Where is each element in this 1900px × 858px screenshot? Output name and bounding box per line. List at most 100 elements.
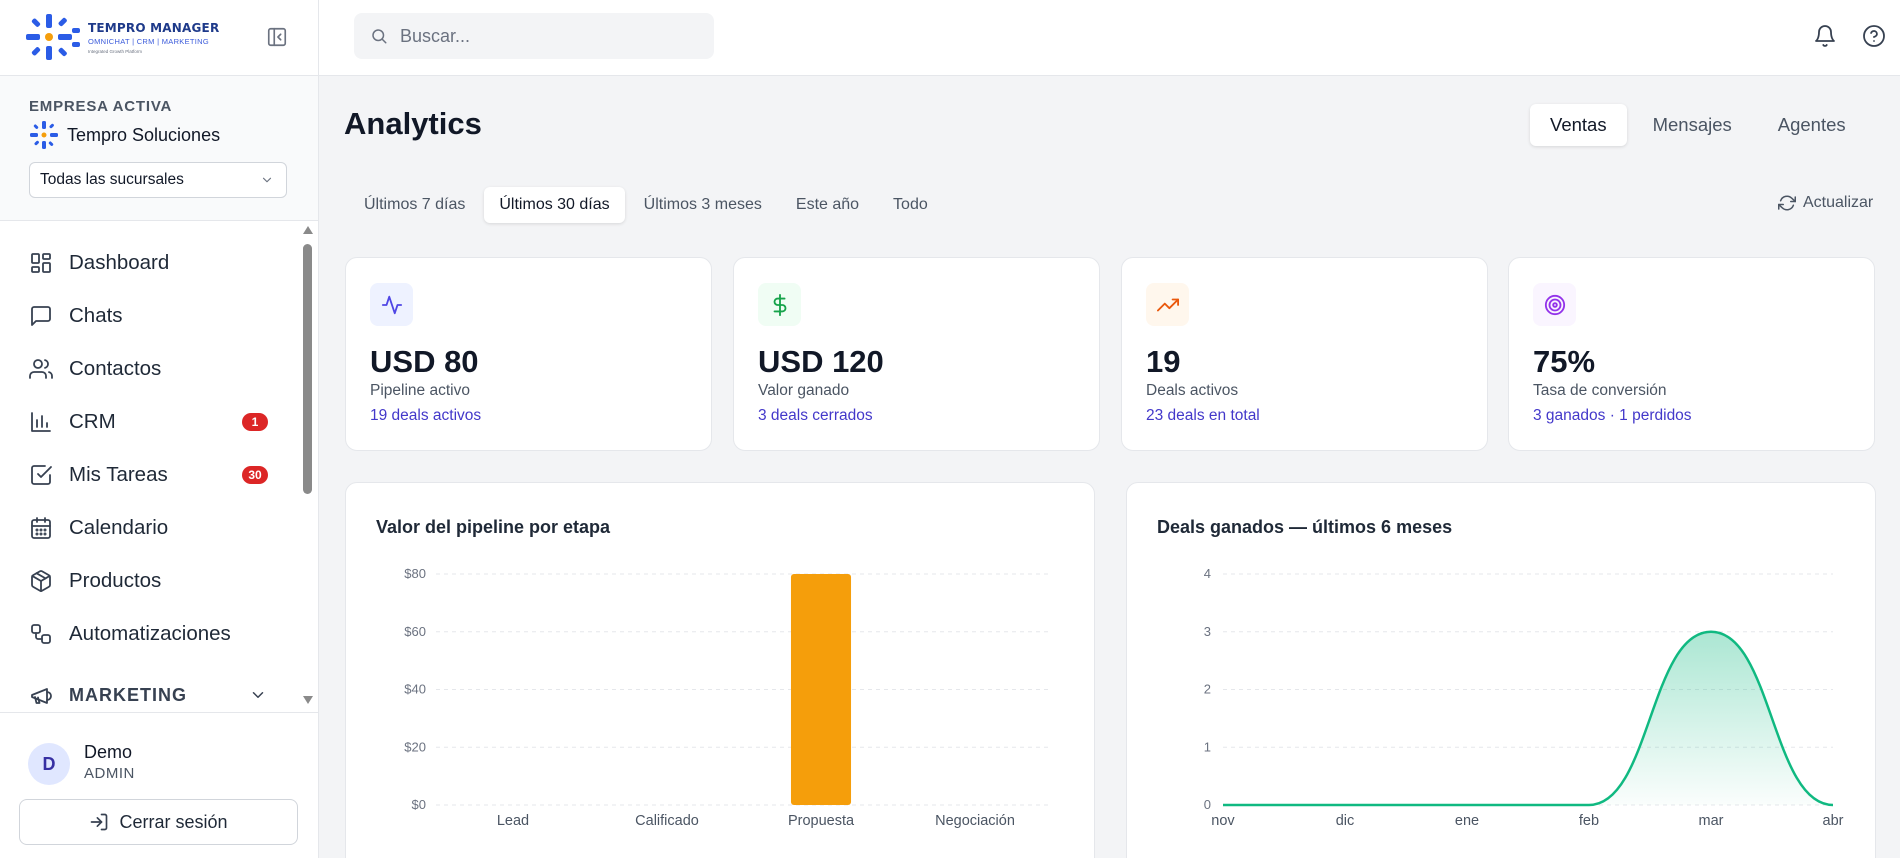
- crm-count-badge: 1: [242, 413, 268, 431]
- y-tick-label: $60: [404, 624, 426, 639]
- user-role: ADMIN: [84, 765, 135, 782]
- megaphone-icon: [31, 688, 52, 704]
- bar-chart-icon: [31, 412, 51, 432]
- company-logo-icon: [30, 121, 58, 149]
- x-tick-label: Propuesta: [788, 813, 855, 829]
- y-tick-label: 0: [1204, 797, 1211, 812]
- sidebar-item-label: Contactos: [69, 357, 162, 380]
- tab-agentes[interactable]: Agentes: [1777, 114, 1846, 135]
- search-icon: [372, 29, 387, 44]
- workflow-icon: [31, 624, 51, 644]
- y-tick-label: $80: [404, 566, 426, 581]
- tasks-count-badge: 30: [242, 466, 268, 484]
- sidebar-item-contactos[interactable]: Contactos: [0, 347, 300, 391]
- pipeline-chart-card: Valor del pipeline por etapa $0 $20 $40 $60…: [345, 482, 1095, 858]
- branch-select-value: Todas las sucursales: [40, 171, 184, 188]
- won-deals-area-chart: 0 1 2 3 4 nov dic ene feb mar abr: [1204, 566, 1844, 829]
- chevron-down-icon: [252, 692, 264, 698]
- chart-title: Valor del pipeline por etapa: [376, 517, 611, 537]
- scroll-down-arrow-icon[interactable]: [303, 696, 313, 704]
- search-input[interactable]: [400, 25, 680, 47]
- notifications-button[interactable]: [1813, 24, 1837, 48]
- sidebar-item-calendario[interactable]: Calendario: [0, 506, 300, 550]
- bell-icon: [1815, 25, 1835, 47]
- range-tab-3-meses[interactable]: Últimos 3 meses: [643, 196, 762, 213]
- kpi-value: USD 120: [758, 344, 884, 379]
- kpi-value: 75%: [1533, 344, 1596, 379]
- company-name-row: Tempro Soluciones: [29, 120, 220, 150]
- chevron-down-icon: [262, 177, 272, 183]
- sidebar-item-label: Chats: [69, 304, 123, 327]
- series-line[interactable]: [1223, 630, 1834, 807]
- branch-select[interactable]: Todas las sucursales: [29, 162, 287, 198]
- sidebar-section-marketing[interactable]: MARKETING: [0, 674, 300, 710]
- brand-subtitle: OMNICHAT | CRM | MARKETING: [88, 37, 210, 46]
- tab-ventas[interactable]: Ventas: [1530, 104, 1627, 146]
- x-tick-label: nov: [1211, 813, 1235, 829]
- search-box[interactable]: [354, 13, 714, 59]
- user-name: Demo: [84, 742, 133, 762]
- sidebar-item-mis-tareas[interactable]: Mis Tareas 30: [0, 453, 300, 497]
- dollar-icon: [773, 293, 786, 316]
- y-tick-label: $0: [412, 797, 426, 812]
- y-tick-label: 2: [1204, 682, 1211, 697]
- sidebar-item-label: CRM: [69, 410, 116, 433]
- chat-icon: [31, 306, 51, 326]
- kpi-icon-wrapper: [370, 283, 413, 326]
- range-tab-este-ano[interactable]: Este año: [795, 196, 860, 213]
- logout-button[interactable]: Cerrar sesión: [19, 799, 298, 845]
- refresh-button[interactable]: Actualizar: [1778, 194, 1873, 212]
- sidebar-scrollbar[interactable]: [300, 222, 316, 712]
- kpi-card-pipeline: USD 80 Pipeline activo 19 deals activos: [345, 257, 712, 451]
- kpi-label: Tasa de conversión: [1533, 382, 1667, 399]
- company-name: Tempro Soluciones: [67, 124, 221, 145]
- kpi-icon-wrapper: [1533, 283, 1576, 326]
- kpi-sub: 3 deals cerrados: [758, 407, 873, 424]
- calendar-icon: [31, 517, 51, 539]
- sidebar-item-automatizaciones[interactable]: Automatizaciones: [0, 612, 300, 656]
- company-label: EMPRESA ACTIVA: [29, 98, 173, 115]
- y-tick-label: $20: [404, 739, 426, 754]
- x-tick-label: Negociación: [935, 813, 1015, 829]
- kpi-label: Pipeline activo: [370, 382, 470, 399]
- x-tick-label: mar: [1699, 813, 1724, 829]
- sidebar-item-dashboard[interactable]: Dashboard: [0, 241, 300, 285]
- page-title: Analytics: [344, 106, 482, 141]
- kpi-card-conversion: 75% Tasa de conversión 3 ganados · 1 per…: [1508, 257, 1875, 451]
- sidebar-item-crm[interactable]: CRM 1: [0, 400, 300, 444]
- range-tab-30-dias[interactable]: Últimos 30 días: [484, 187, 625, 223]
- brand-tagline: Integrated Growth Platform: [88, 49, 143, 54]
- trending-up-icon: [1156, 298, 1179, 311]
- logout-label: Cerrar sesión: [119, 811, 228, 832]
- area-fill: [1223, 631, 1833, 805]
- help-button[interactable]: [1862, 24, 1886, 48]
- target-icon: [1544, 294, 1565, 315]
- activity-icon: [381, 295, 402, 314]
- sidebar-item-chats[interactable]: Chats: [0, 294, 300, 338]
- checkbox-icon: [31, 465, 52, 485]
- pipeline-bar-chart: $0 $20 $40 $60 $80 Lead Calificado Propuesta Neg…: [404, 566, 1052, 829]
- range-tab-todo[interactable]: Todo: [893, 196, 928, 213]
- sidebar-item-productos[interactable]: Productos: [0, 559, 300, 603]
- x-tick-label: Lead: [497, 813, 529, 829]
- scroll-up-arrow-icon[interactable]: [303, 226, 313, 234]
- log-in-icon: [91, 813, 108, 831]
- collapse-sidebar-button[interactable]: [266, 26, 288, 48]
- bar[interactable]: [790, 574, 852, 805]
- brand-title: TEMPRO MANAGER: [88, 21, 220, 35]
- refresh-icon: [1778, 195, 1796, 211]
- y-tick-label: $40: [404, 682, 426, 697]
- sidebar-section-label: MARKETING: [69, 685, 187, 705]
- tab-mensajes[interactable]: Mensajes: [1652, 114, 1732, 135]
- kpi-label: Valor ganado: [758, 382, 850, 399]
- sidebar-nav: Dashboard Chats Contactos CRM 1 Mis Tare…: [0, 225, 300, 710]
- kpi-sub: 23 deals en total: [1146, 407, 1260, 424]
- scrollbar-thumb[interactable]: [303, 244, 312, 494]
- range-tab-7-dias[interactable]: Últimos 7 días: [364, 196, 466, 213]
- avatar: D: [28, 743, 70, 785]
- view-tabs: Ventas Mensajes Agentes: [1530, 104, 1866, 146]
- help-circle-icon: [1863, 25, 1885, 47]
- kpi-sub: 19 deals activos: [370, 407, 482, 424]
- kpi-value: USD 80: [370, 344, 479, 379]
- active-company: EMPRESA ACTIVA Tempro Soluciones Todas l…: [0, 76, 318, 221]
